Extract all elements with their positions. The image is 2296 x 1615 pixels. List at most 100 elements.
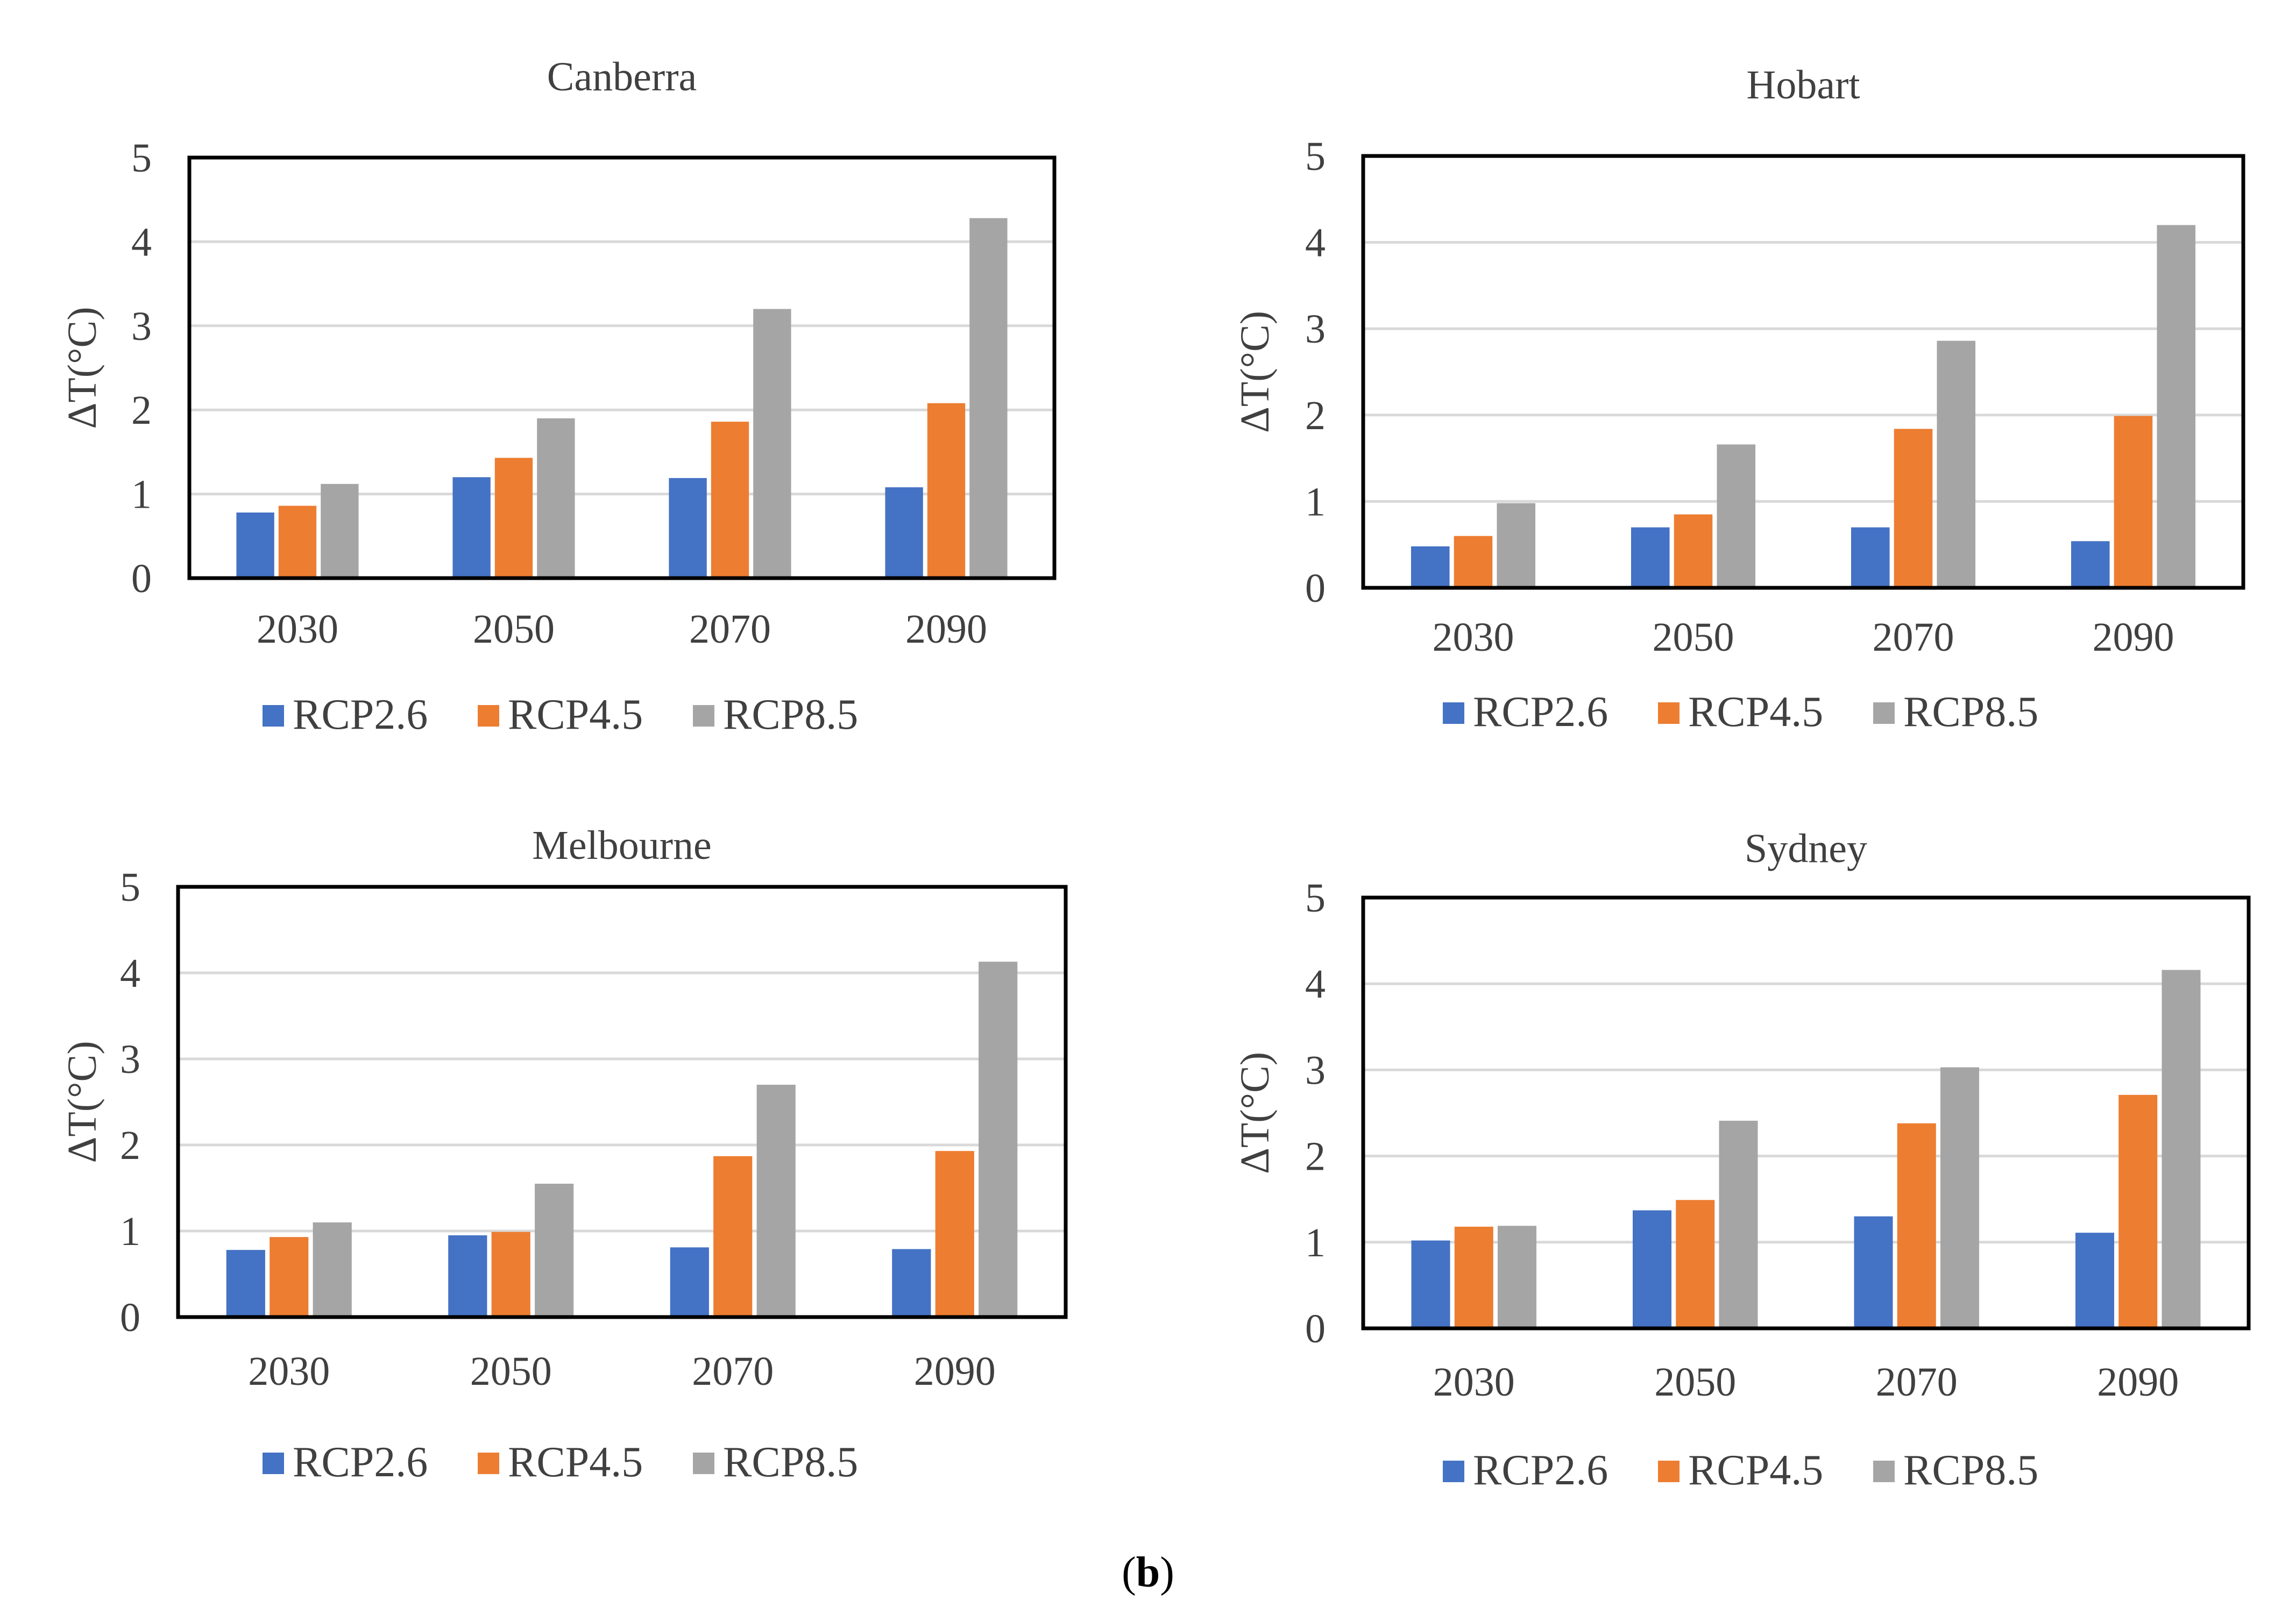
- bar-rcp4-5-2090: [2114, 416, 2153, 588]
- bar-rcp8-5-2070: [753, 309, 791, 578]
- chart-hobart: 0 1 2 3 4 5 2030 2050 2070 2090 Hobart ΔT(°C) RCP2.6…: [1232, 62, 2245, 736]
- legend-label: RCP8.5: [1903, 688, 2038, 736]
- plot-area: [1363, 156, 2243, 588]
- y-tick-label: 3: [1305, 307, 1326, 352]
- legend-swatch-rcp8-5: [693, 705, 714, 727]
- bar-rcp8-5-2090: [2162, 970, 2201, 1328]
- x-tick-label: 2070: [1876, 1360, 1958, 1405]
- bar-rcp4-5-2090: [927, 403, 966, 578]
- bar-rcp4-5-2070: [713, 1156, 753, 1317]
- y-tick-label: 1: [1305, 479, 1326, 524]
- bar-rcp4-5-2030: [1454, 536, 1493, 588]
- x-tick-label: 2030: [1433, 615, 1514, 660]
- legend-label: RCP2.6: [1473, 1447, 1608, 1494]
- x-tick-label: 2090: [905, 607, 987, 652]
- bar-rcp4-5-2050: [494, 458, 533, 578]
- legend-swatch-rcp2-6: [1443, 1461, 1464, 1482]
- y-tick-label: 2: [120, 1123, 140, 1168]
- plot-area: [189, 158, 1054, 578]
- chart-sydney: 0 1 2 3 4 5 2030 2050 2070 2090 Sydney ΔT(°C) RCP2.6…: [1232, 826, 2251, 1494]
- legend-swatch-rcp8-5: [1873, 1461, 1895, 1482]
- y-tick-label: 2: [131, 388, 152, 433]
- chart-title: Hobart: [1746, 62, 1860, 108]
- x-tick-label: 2030: [248, 1349, 330, 1394]
- y-tick-label: 3: [120, 1037, 140, 1082]
- legend-swatch-rcp2-6: [1443, 702, 1464, 724]
- legend-label: RCP2.6: [1473, 688, 1608, 736]
- bar-rcp8-5-2050: [1719, 1120, 1758, 1328]
- chart-title: Melbourne: [532, 823, 711, 868]
- bar-rcp8-5-2090: [969, 218, 1008, 578]
- plot-area: [178, 887, 1066, 1317]
- chart-melbourne: 0 1 2 3 4 5 2030 2050 2070 2090 Melbourne ΔT(°C) RCP…: [60, 823, 1068, 1486]
- legend-label: RCP4.5: [508, 1439, 643, 1486]
- chart-title: Canberra: [547, 54, 697, 99]
- figure-caption: (b): [1122, 1549, 1174, 1596]
- bar-rcp8-5-2070: [1940, 1067, 1979, 1328]
- x-tick-label: 2070: [689, 607, 771, 652]
- bar-rcp4-5-2090: [935, 1151, 974, 1317]
- legend-label: RCP4.5: [1688, 688, 1823, 736]
- bar-rcp2-6-2070: [1854, 1216, 1893, 1328]
- x-tick-label: 2090: [2093, 615, 2174, 660]
- bar-rcp2-6-2090: [892, 1249, 931, 1317]
- plot-area: [1363, 898, 2249, 1328]
- x-tick-label: 2030: [257, 607, 338, 652]
- x-tick-label: 2090: [2097, 1360, 2179, 1405]
- x-tick-label: 2050: [470, 1349, 552, 1394]
- x-tick-label: 2050: [473, 607, 555, 652]
- legend-label: RCP2.6: [293, 1439, 428, 1486]
- bar-rcp2-6-2070: [669, 478, 707, 578]
- legend-swatch-rcp4-5: [478, 1453, 499, 1474]
- legend-label: RCP8.5: [723, 1439, 858, 1486]
- bar-rcp2-6-2090: [2075, 1233, 2115, 1328]
- bar-rcp2-6-2090: [885, 487, 923, 578]
- bar-rcp2-6-2090: [2071, 541, 2110, 588]
- bar-rcp8-5-2030: [313, 1222, 352, 1317]
- y-tick-label: 1: [1305, 1220, 1326, 1265]
- bar-rcp4-5-2030: [1454, 1226, 1493, 1328]
- bar-rcp8-5-2050: [1717, 444, 1756, 588]
- legend-swatch-rcp2-6: [263, 1453, 284, 1474]
- caption-close: ): [1160, 1549, 1174, 1596]
- bar-rcp4-5-2070: [1894, 429, 1933, 588]
- legend-swatch-rcp8-5: [1873, 702, 1895, 724]
- chart-canberra: 0 1 2 3 4 5 2030 2050 2070 2090 Canberra ΔT(°C) RCP2…: [60, 54, 1057, 738]
- bar-rcp2-6-2050: [452, 477, 491, 578]
- y-tick-label: 3: [1305, 1048, 1326, 1093]
- legend-label: RCP8.5: [723, 691, 858, 738]
- bar-rcp8-5-2030: [321, 483, 359, 578]
- y-tick-label: 4: [131, 219, 152, 265]
- bar-rcp4-5-2030: [278, 506, 317, 578]
- y-tick-label: 5: [1305, 134, 1326, 179]
- bar-rcp8-5-2050: [535, 1184, 574, 1317]
- legend-label: RCP4.5: [508, 691, 643, 738]
- bar-rcp2-6-2070: [1851, 527, 1890, 588]
- x-tick-label: 2050: [1653, 615, 1734, 660]
- bar-rcp4-5-2070: [711, 422, 749, 578]
- bar-rcp2-6-2030: [226, 1250, 265, 1317]
- y-tick-label: 4: [120, 951, 140, 996]
- y-tick-label: 5: [120, 865, 140, 910]
- bar-rcp8-5-2090: [2157, 225, 2196, 588]
- plot-frame: [1361, 154, 2245, 590]
- bar-rcp4-5-2050: [1674, 514, 1713, 588]
- bar-rcp2-6-2030: [236, 513, 274, 578]
- legend-label: RCP8.5: [1903, 1447, 2038, 1494]
- x-tick-label: 2050: [1654, 1360, 1736, 1405]
- caption-open: (: [1122, 1549, 1136, 1596]
- bar-rcp8-5-2070: [1937, 340, 1976, 588]
- bar-rcp8-5-2090: [979, 962, 1018, 1317]
- plot-frame: [1361, 895, 2251, 1331]
- bar-rcp2-6-2030: [1411, 546, 1450, 588]
- y-tick-label: 0: [131, 556, 152, 601]
- bar-rcp4-5-2050: [1676, 1200, 1715, 1328]
- y-tick-label: 1: [120, 1209, 140, 1254]
- x-tick-label: 2030: [1433, 1360, 1515, 1405]
- plot-frame: [187, 155, 1057, 580]
- x-tick-label: 2070: [692, 1349, 774, 1394]
- chart-title: Sydney: [1745, 826, 1867, 871]
- bar-rcp8-5-2070: [756, 1085, 796, 1317]
- y-tick-label: 3: [131, 304, 152, 349]
